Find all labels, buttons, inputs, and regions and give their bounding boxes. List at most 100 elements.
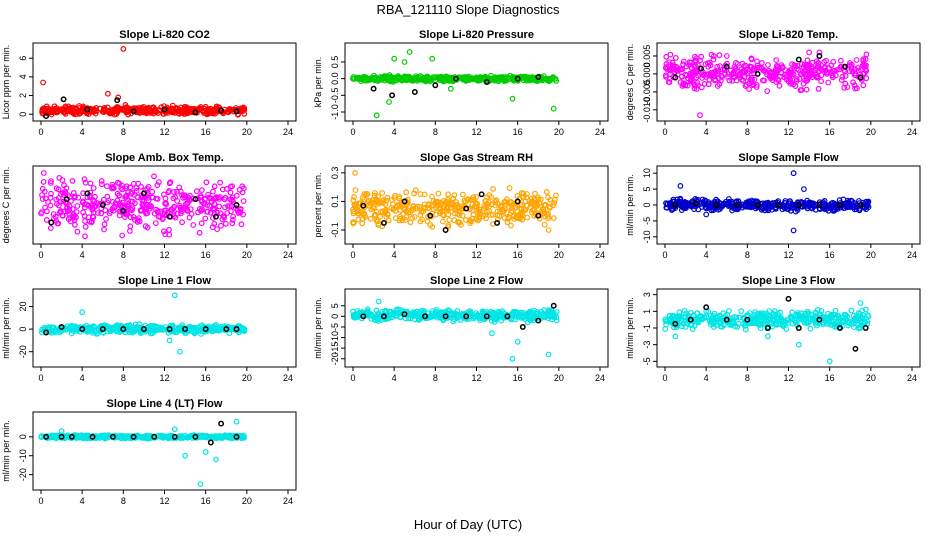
hourly-mean-point [43, 113, 50, 120]
hourly-mean-point [380, 313, 387, 320]
data-point [125, 189, 131, 196]
data-point [838, 64, 845, 70]
data-point [683, 63, 690, 70]
hourly-mean-point [202, 326, 209, 333]
hourly-mean-point [422, 313, 428, 320]
data-point [96, 105, 103, 112]
data-point [82, 218, 88, 225]
data-point [464, 196, 471, 203]
y-tick-label: 10 [642, 168, 652, 178]
data-point [221, 196, 228, 203]
outlier-point [790, 170, 797, 177]
x-tick-label: 8 [433, 250, 438, 260]
data-point [445, 74, 452, 81]
data-point [39, 192, 45, 198]
x-tick-label: 12 [471, 250, 481, 260]
data-point [553, 317, 560, 324]
x-tick-label: 20 [554, 373, 564, 383]
x-tick-label: 24 [907, 373, 917, 383]
data-point [375, 313, 382, 320]
data-point [395, 75, 402, 82]
x-tick-label: 0 [350, 127, 355, 137]
data-point [226, 203, 233, 210]
x-tick-label: 24 [283, 127, 293, 137]
hourly-mean-point [816, 202, 823, 208]
data-point [504, 74, 511, 81]
x-tick-label: 16 [201, 373, 211, 383]
hourly-mean-point [161, 106, 168, 113]
data-point [415, 317, 422, 323]
data-point [509, 205, 515, 212]
data-point [726, 199, 732, 206]
outlier-point [672, 333, 679, 340]
hourly-mean-point [48, 219, 55, 226]
data-point [733, 59, 739, 66]
data-point [721, 201, 727, 208]
hourly-mean-point [233, 108, 240, 115]
y-tick-label: 0.5 [330, 56, 340, 69]
data-point [241, 326, 248, 333]
data-point [663, 53, 670, 60]
outlier-point [816, 49, 823, 56]
data-point [792, 63, 799, 69]
data-point [87, 180, 94, 187]
x-tick-label: 12 [783, 250, 793, 260]
data-point [490, 211, 496, 218]
data-point [861, 62, 868, 69]
data-point [852, 85, 858, 92]
data-point [217, 222, 224, 229]
hourly-mean-point [401, 311, 408, 318]
data-point [860, 56, 867, 63]
data-point [410, 309, 417, 316]
data-point [703, 74, 709, 80]
hourly-mean-point [401, 198, 408, 205]
data-point [381, 75, 388, 82]
data-point [54, 200, 60, 207]
x-tick-label: 16 [825, 250, 835, 260]
hourly-mean-point [140, 190, 147, 197]
data-point [739, 76, 745, 83]
outlier-point [697, 112, 703, 119]
data-point [776, 65, 782, 71]
x-tick-label: 0 [38, 127, 43, 137]
data-point [462, 76, 468, 83]
y-tick-label: 0 [18, 327, 28, 332]
hourly-mean-point [857, 74, 864, 81]
outlier-point [79, 309, 86, 316]
data-point [417, 212, 424, 218]
data-point [679, 66, 686, 73]
hourly-mean-point [427, 212, 434, 219]
data-point [814, 58, 820, 65]
data-point [126, 326, 133, 333]
data-point [734, 324, 741, 330]
data-point [43, 216, 50, 223]
outlier-point [406, 49, 413, 55]
data-point [547, 308, 553, 315]
data-point [550, 215, 557, 222]
data-point [130, 180, 137, 187]
data-point [765, 62, 771, 68]
data-point [81, 176, 88, 183]
data-point [793, 76, 800, 83]
data-point [488, 194, 495, 200]
chart-title: Slope Li-820 Pressure [419, 29, 534, 41]
data-point [740, 77, 747, 84]
data-point [521, 205, 527, 212]
data-point [504, 196, 510, 203]
data-point [59, 212, 66, 219]
x-tick-label: 8 [121, 373, 126, 383]
data-point [397, 308, 404, 315]
data-point [186, 108, 193, 115]
data-point [48, 190, 54, 197]
outlier-point [429, 55, 436, 62]
data-point [229, 196, 236, 203]
data-point [473, 204, 480, 211]
y-tick-label: 6 [18, 56, 28, 61]
outlier-point [386, 99, 392, 105]
data-point [738, 308, 745, 315]
outlier-point [176, 348, 183, 355]
data-point [70, 213, 77, 219]
data-point [832, 72, 839, 79]
data-point [818, 78, 824, 85]
data-point [154, 195, 161, 202]
